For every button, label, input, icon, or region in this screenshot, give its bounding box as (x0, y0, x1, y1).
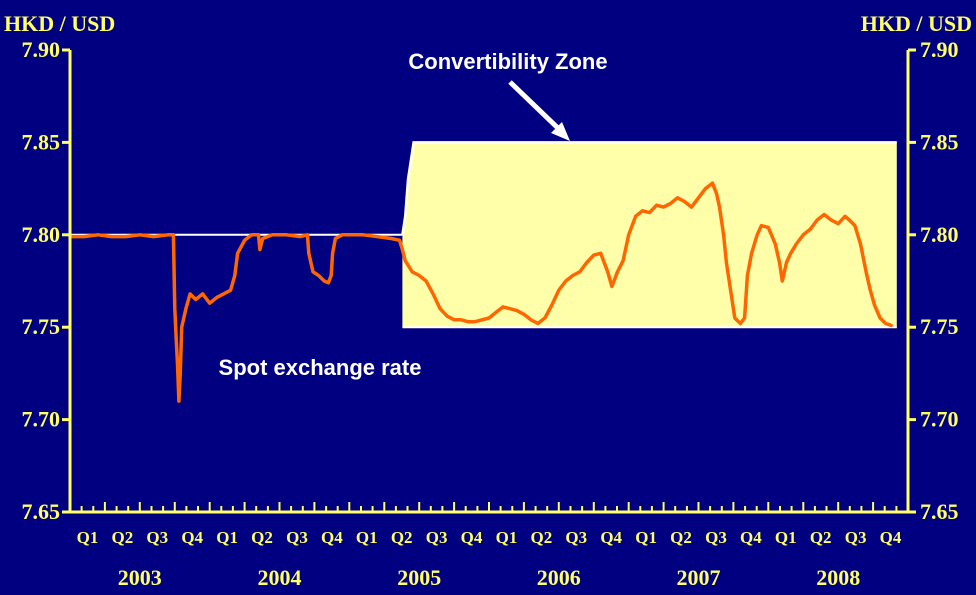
year-label: 2008 (816, 565, 860, 590)
quarter-label: Q4 (600, 528, 622, 547)
y-tick-label-right: 7.70 (920, 407, 959, 432)
quarter-label: Q2 (251, 528, 273, 547)
spot-rate-line-0 (68, 181, 893, 403)
quarter-label: Q2 (810, 528, 832, 547)
quarter-label: Q4 (181, 528, 203, 547)
quarter-label: Q4 (880, 528, 902, 547)
left-axis-unit-label: HKD / USD (4, 11, 115, 36)
y-tick-label-right: 7.65 (920, 499, 959, 524)
convertibility-zone-label: Convertibility Zone (408, 49, 607, 74)
quarter-label: Q2 (531, 528, 553, 547)
right-axis-unit-label: HKD / USD (861, 11, 972, 36)
zone-arrow-shaft (508, 80, 564, 134)
y-tick-label-left: 7.75 (22, 314, 61, 339)
y-tick-label-left: 7.90 (22, 37, 61, 62)
convertibility-zone-band (402, 142, 897, 328)
quarter-label: Q3 (565, 528, 587, 547)
quarter-label: Q1 (356, 528, 378, 547)
quarter-label: Q1 (775, 528, 797, 547)
year-label: 2007 (677, 565, 721, 590)
y-tick-label-right: 7.85 (920, 129, 959, 154)
year-label: 2006 (537, 565, 581, 590)
y-tick-label-left: 7.65 (22, 499, 61, 524)
year-label: 2004 (258, 565, 302, 590)
quarter-label: Q2 (112, 528, 134, 547)
y-tick-label-right: 7.90 (920, 37, 959, 62)
quarter-label: Q3 (845, 528, 867, 547)
quarter-label: Q1 (77, 528, 99, 547)
axes: 7.90 7.90 7.85 7.85 7.80 7.80 7.75 7.75 7.70 7.70… (22, 37, 959, 590)
quarter-label: Q3 (426, 528, 448, 547)
quarter-label: Q2 (391, 528, 413, 547)
y-tick-label-left: 7.70 (22, 407, 61, 432)
year-label: 2003 (118, 565, 162, 590)
spot-rate-label: Spot exchange rate (219, 355, 422, 380)
strong-side-boundary (401, 141, 897, 235)
zone-arrow-head (551, 122, 570, 141)
quarter-label: Q4 (321, 528, 343, 547)
plot-area (68, 80, 897, 403)
quarter-label: Q1 (635, 528, 657, 547)
y-tick-label-right: 7.80 (920, 222, 959, 247)
quarter-label: Q1 (216, 528, 238, 547)
quarter-label: Q1 (496, 528, 518, 547)
quarter-label: Q4 (461, 528, 483, 547)
quarter-label: Q2 (670, 528, 692, 547)
y-tick-label-left: 7.80 (22, 222, 61, 247)
y-tick-label-right: 7.75 (920, 314, 959, 339)
y-tick-label-left: 7.85 (22, 129, 61, 154)
quarter-label: Q3 (286, 528, 308, 547)
quarter-label: Q4 (740, 528, 762, 547)
quarter-label: Q3 (146, 528, 168, 547)
quarter-label: Q3 (705, 528, 727, 547)
year-label: 2005 (397, 565, 441, 590)
